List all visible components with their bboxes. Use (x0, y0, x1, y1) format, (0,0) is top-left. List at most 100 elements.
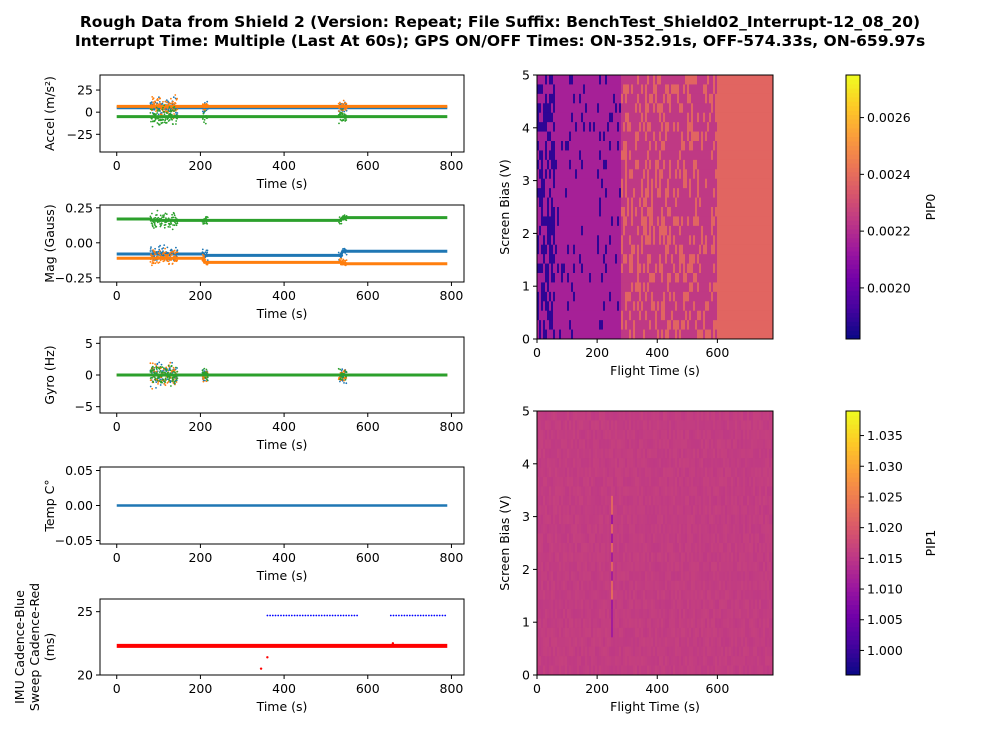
imu-cadence-point (299, 614, 301, 617)
pip0-cell (559, 235, 562, 246)
pip0-cell (623, 207, 626, 217)
pip0-cell (679, 141, 682, 151)
pip0-cell (609, 150, 612, 161)
pip0-cell (605, 197, 608, 208)
pip0-cell (685, 150, 688, 161)
pip0-cell (591, 131, 594, 142)
pip0-cell (567, 282, 570, 293)
pip0-cell (565, 301, 568, 312)
pip0-cell (711, 225, 714, 236)
mag-point (206, 263, 209, 266)
gyro-point (175, 373, 178, 376)
pip0-cell (637, 235, 640, 246)
pip0-cell (607, 320, 610, 330)
pip0-cell (599, 159, 602, 170)
pip0-cell (545, 320, 548, 330)
pip0-cell (681, 320, 684, 330)
pip0-cell (645, 216, 648, 227)
pip1-cell (543, 571, 546, 582)
pip0-cell (597, 93, 600, 104)
mag-xtick-label: 600 (356, 288, 380, 303)
pip0-cell (577, 282, 580, 293)
gyro-point (174, 373, 177, 376)
pip1-cell (547, 533, 550, 544)
pip0-cell (613, 216, 616, 227)
pip0-cell (723, 273, 726, 283)
accel-point (176, 112, 179, 114)
pip0-cell (653, 310, 656, 321)
pip0-cell (713, 301, 716, 312)
pip0-cell (543, 235, 546, 246)
pip0-cell (715, 93, 718, 104)
gyro-point (151, 387, 154, 390)
pip1-cell (543, 477, 546, 487)
pip0-cell (589, 112, 592, 123)
pip0-cell (749, 244, 752, 255)
pip0-cell (543, 141, 546, 151)
pip0-cell (621, 112, 624, 123)
pip0-cell (539, 131, 542, 142)
pip0-cell (595, 291, 598, 302)
pip0-cell (541, 169, 544, 180)
pip1-cell (539, 411, 542, 421)
pip0-cell (583, 310, 586, 321)
pip0-cell (713, 320, 716, 330)
pip0-cell (675, 75, 678, 85)
pip0-cell (683, 329, 686, 340)
pip0-cell (737, 150, 740, 161)
pip0-cell (563, 235, 566, 246)
accel-point (343, 110, 346, 113)
pip0-cell (609, 93, 612, 104)
pip0-cell (645, 197, 648, 208)
pip0-cell (583, 159, 586, 170)
cadence-xtick-label: 600 (356, 681, 380, 696)
pip0-cell (703, 225, 706, 236)
pip0-cell (689, 150, 692, 161)
pip0-cell (593, 225, 596, 236)
pip0-cell (709, 122, 712, 132)
mag-point (160, 222, 163, 225)
pip0-cell (607, 282, 610, 293)
pip0-cell (587, 197, 590, 208)
pip0-cell (611, 178, 614, 189)
pip0-cell (611, 131, 614, 142)
pip0-colorbar-step (846, 317, 860, 322)
gyro-point (173, 369, 176, 372)
pip0-cell (755, 310, 758, 321)
mag-point (160, 224, 162, 227)
pip0-cell (645, 244, 648, 255)
pip0-cell (605, 93, 608, 104)
pip0-cell (597, 225, 600, 236)
pip0-cell (603, 310, 606, 321)
pip0-cell (729, 141, 732, 151)
pip0-cell (627, 263, 630, 274)
imu-cadence-point (441, 614, 444, 617)
pip0-cell (707, 169, 710, 180)
gyro-point (206, 379, 209, 382)
pip0-cell (647, 225, 650, 236)
pip0-cell (575, 320, 578, 330)
pip0-cell (625, 235, 628, 246)
pip0-cell (643, 112, 646, 123)
pip0-cell (665, 103, 668, 114)
pip0-cell (551, 131, 554, 142)
mag-point (206, 251, 209, 254)
pip0-cell (719, 235, 722, 246)
pip0-cell (703, 103, 706, 114)
pip0-cell (757, 75, 760, 85)
temp-xtick-label: 600 (356, 550, 380, 565)
pip0-cell (575, 159, 578, 170)
pip0-cell (711, 273, 714, 283)
pip0-cell (671, 178, 674, 189)
pip0-cell (731, 301, 734, 312)
pip0-cell (697, 197, 700, 208)
pip0-cell (583, 188, 586, 198)
pip0-cell (649, 282, 652, 293)
pip0-cell (585, 197, 588, 208)
pip0-cell (641, 235, 644, 246)
pip0-cell (587, 329, 590, 340)
pip0-cell (693, 197, 696, 208)
pip0-cell (549, 112, 552, 123)
pip0-cell (537, 169, 540, 180)
pip0-cell (617, 244, 620, 255)
